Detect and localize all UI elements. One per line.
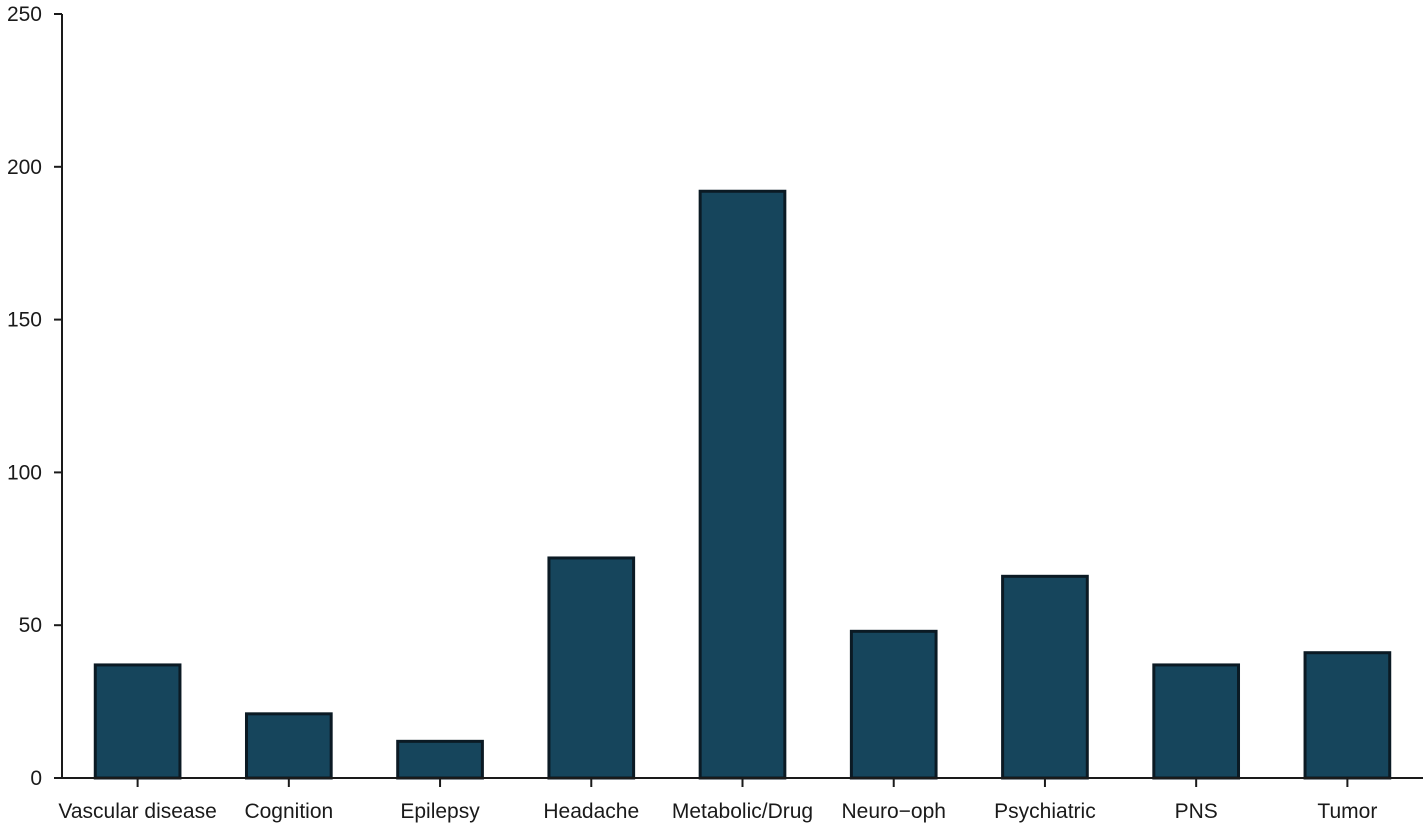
bar	[849, 629, 938, 780]
y-tick-label: 250	[7, 3, 42, 26]
bar	[1001, 574, 1089, 780]
x-tick-label: PNS	[1175, 800, 1218, 823]
bar	[244, 712, 333, 780]
bar	[1152, 663, 1241, 780]
x-tick-label: Epilepsy	[400, 800, 480, 823]
y-tick-label: 0	[30, 767, 42, 790]
y-axis-ticks: 0 50 100 150 200 250	[7, 3, 62, 790]
bars	[93, 189, 1392, 780]
bar	[547, 556, 636, 780]
x-tick-label: Metabolic/Drug	[672, 800, 813, 823]
x-tick-label: Cognition	[244, 800, 333, 823]
bar	[93, 663, 182, 780]
x-axis-ticks: Vascular disease Cognition Epilepsy Headach…	[58, 778, 1377, 823]
y-tick-label: 100	[7, 461, 42, 484]
x-tick-label: Psychiatric	[994, 800, 1096, 823]
x-tick-label: Neuro−oph	[841, 800, 946, 823]
y-tick-label: 50	[19, 614, 42, 637]
bar	[698, 189, 787, 780]
y-tick-label: 150	[7, 309, 42, 332]
x-tick-label: Headache	[543, 800, 639, 823]
x-tick-label: Vascular disease	[58, 800, 216, 823]
bar	[1303, 651, 1392, 780]
x-tick-label: Tumor	[1317, 800, 1377, 823]
bar	[396, 739, 484, 780]
y-tick-label: 200	[7, 156, 42, 179]
